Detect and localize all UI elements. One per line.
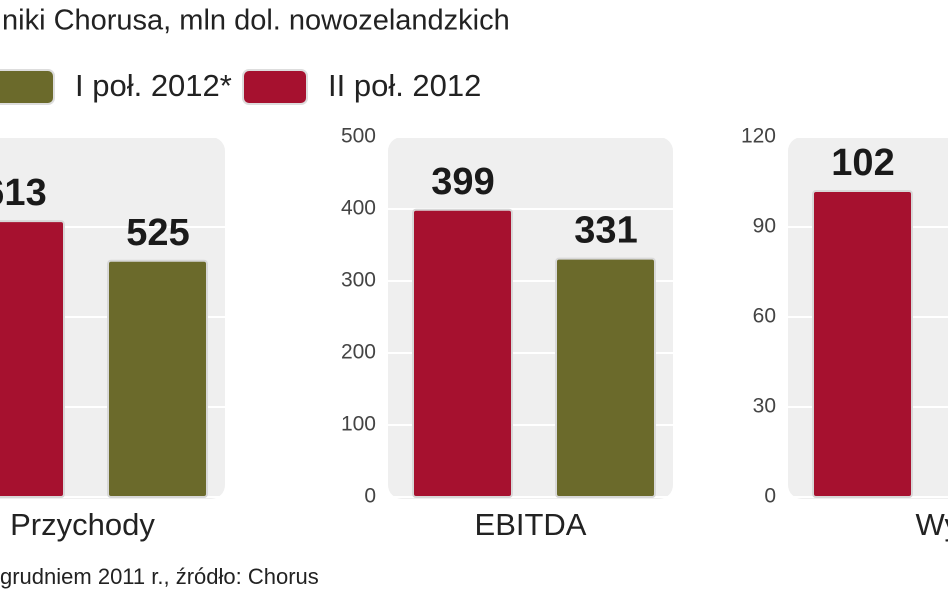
y-tick-label: 100	[341, 413, 376, 436]
y-tick-label: 120	[741, 125, 776, 148]
y-tick-label: 0	[364, 485, 376, 508]
bar	[412, 208, 513, 498]
value-label: 525	[126, 212, 189, 254]
value-label: 399	[431, 161, 494, 203]
legend-label: I poł. 2012*	[75, 68, 232, 103]
bar	[107, 259, 208, 498]
x-tick-label: EBITDA	[475, 507, 587, 542]
y-tick-label: 60	[753, 305, 776, 328]
legend-swatch	[242, 69, 308, 105]
value-label: 102	[831, 142, 894, 184]
bar	[812, 190, 913, 498]
y-tick-label: 0	[764, 485, 776, 508]
x-tick-label: Przychody	[10, 507, 155, 542]
bar	[555, 257, 656, 498]
legend-swatch	[0, 69, 55, 105]
y-tick-label: 500	[341, 125, 376, 148]
footer: grudniem 2011 r., źródło: Chorus	[0, 564, 319, 589]
x-tick-label: Wynik n	[916, 507, 948, 542]
value-label: 613	[0, 172, 47, 214]
value-label: 331	[574, 210, 637, 252]
y-tick-label: 30	[753, 395, 776, 418]
legend-label: II poł. 2012	[328, 68, 481, 103]
y-tick-label: 400	[341, 197, 376, 220]
y-tick-label: 90	[753, 215, 776, 238]
y-tick-label: 200	[341, 341, 376, 364]
y-tick-label: 300	[341, 269, 376, 292]
chart-title: niki Chorusa, mln dol. nowozelandzkich	[2, 5, 510, 37]
bar	[0, 220, 65, 498]
